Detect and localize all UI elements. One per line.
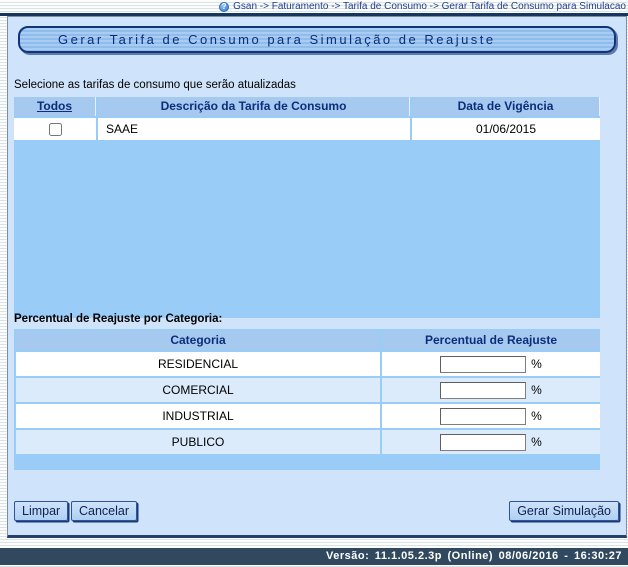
version-footer: Versão: 11.1.05.2.3p (Online) 08/06/2016… bbox=[0, 548, 628, 565]
tariff-select-label: Selecione as tarifas de consumo que serã… bbox=[14, 79, 296, 91]
page-title: Gerar Tarifa de Consumo para Simulação d… bbox=[18, 26, 616, 53]
percent-suffix: % bbox=[531, 357, 542, 371]
tariff-header-descricao: Descrição da Tarifa de Consumo bbox=[98, 97, 410, 116]
tariff-header-todos: Todos bbox=[14, 97, 96, 116]
gerar-simulacao-button[interactable]: Gerar Simulação bbox=[509, 501, 619, 521]
percent-input-comercial[interactable] bbox=[440, 381, 527, 399]
percent-input-residencial[interactable] bbox=[440, 355, 527, 373]
tariff-header-vigencia: Data de Vigência bbox=[412, 97, 600, 116]
percent-section-label: Percentual de Reajuste por Categoria: bbox=[14, 313, 223, 325]
tariff-table: Todos Descrição da Tarifa de Consumo Dat… bbox=[14, 97, 600, 318]
percent-input-industrial[interactable] bbox=[440, 407, 527, 425]
percent-cell-publico: % bbox=[382, 430, 600, 454]
percent-suffix: % bbox=[531, 409, 542, 423]
table-row-checkbox-cell bbox=[14, 118, 96, 140]
percent-input-publico[interactable] bbox=[440, 433, 527, 451]
percent-suffix: % bbox=[531, 435, 542, 449]
select-all-link[interactable]: Todos bbox=[36, 99, 73, 113]
top-divider bbox=[0, 13, 628, 16]
tariff-row-vigencia: 01/06/2015 bbox=[412, 118, 600, 140]
percent-cell-comercial: % bbox=[382, 378, 600, 402]
percent-cell-residencial: % bbox=[382, 352, 600, 376]
category-label-industrial: INDUSTRIAL bbox=[16, 404, 380, 428]
tariff-row-checkbox[interactable] bbox=[48, 122, 62, 136]
cancelar-button[interactable]: Cancelar bbox=[71, 501, 138, 521]
percent-cell-industrial: % bbox=[382, 404, 600, 428]
content-frame: Gerar Tarifa de Consumo para Simulação d… bbox=[7, 16, 627, 538]
percent-suffix: % bbox=[531, 383, 542, 397]
breadcrumb: ? Gsan -> Faturamento -> Tarifa de Consu… bbox=[0, 0, 626, 13]
category-label-publico: PUBLICO bbox=[16, 430, 380, 454]
breadcrumb-text: Gsan -> Faturamento -> Tarifa de Consumo… bbox=[233, 1, 626, 12]
limpar-button[interactable]: Limpar bbox=[14, 501, 69, 521]
percent-table: Categoria Percentual de Reajuste RESIDEN… bbox=[14, 329, 600, 470]
percent-header-categoria: Categoria bbox=[16, 331, 380, 350]
category-label-residencial: RESIDENCIAL bbox=[16, 352, 380, 376]
category-label-comercial: COMERCIAL bbox=[16, 378, 380, 402]
tariff-row-descricao: SAAE bbox=[98, 118, 410, 140]
percent-header-percentual: Percentual de Reajuste bbox=[382, 331, 600, 350]
help-icon[interactable]: ? bbox=[219, 1, 230, 12]
